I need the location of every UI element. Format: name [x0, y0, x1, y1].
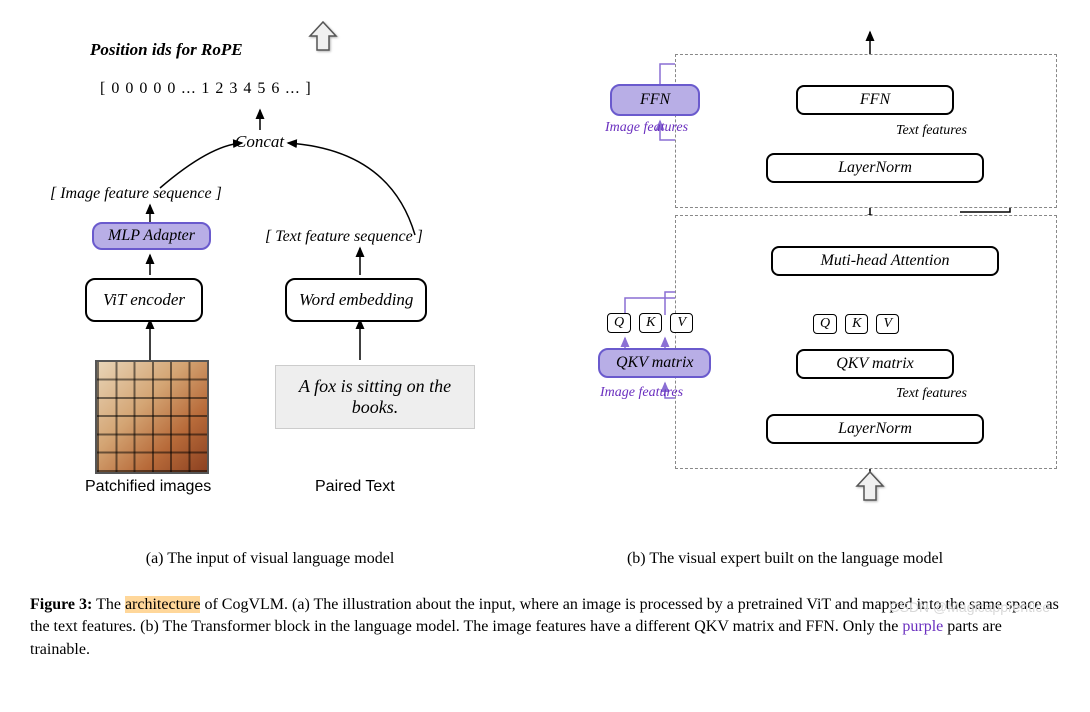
ffn-text-box: FFN — [796, 85, 954, 115]
figure-container: Position ids for RoPE [ 0 0 0 0 0 ... 1 … — [30, 20, 1060, 530]
ffn-image-label: FFN — [640, 91, 670, 108]
word-embedding-box: Word embedding — [285, 278, 427, 322]
paired-label: Paired Text — [315, 478, 395, 496]
mha-box: Muti-head Attention — [771, 246, 999, 276]
k-left: K — [639, 313, 662, 333]
patchified-label: Patchified images — [85, 478, 211, 496]
image-features-label-1: Image features — [605, 120, 688, 136]
panel-a: Position ids for RoPE [ 0 0 0 0 0 ... 1 … — [30, 20, 490, 530]
subcaption-row: (a) The input of visual language model (… — [30, 550, 1060, 568]
layernorm-2: LayerNorm — [766, 414, 984, 444]
v-right: V — [876, 314, 899, 334]
patchified-image — [95, 360, 209, 474]
panel-b: FFN Text features LayerNorm FFN Image fe… — [530, 20, 1060, 530]
q-left: Q — [607, 313, 631, 333]
text-features-label-2: Text features — [896, 386, 967, 402]
layernorm-1-text: LayerNorm — [838, 159, 912, 176]
v-left: V — [670, 313, 693, 333]
qkv-right-row: Q K V — [811, 314, 901, 334]
qkv-left-row: Q K V — [605, 313, 695, 333]
figure-label: Figure 3: — [30, 596, 92, 613]
ffn-text-label: FFN — [860, 91, 890, 108]
qkv-matrix-right: QKV matrix — [796, 349, 954, 379]
watermark: CSDN @Magicapprentice — [890, 598, 1051, 618]
word-embedding-text: Word embedding — [299, 290, 413, 309]
cap-t1: The — [92, 596, 125, 613]
text-seq-label: [ Text feature sequence ] — [265, 228, 423, 246]
mlp-adapter-text: MLP Adapter — [108, 227, 195, 244]
mlp-adapter-box: MLP Adapter — [92, 222, 211, 250]
panel-b-caption: (b) The visual expert built on the langu… — [520, 550, 1050, 568]
qkv-matrix-left-text: QKV matrix — [616, 354, 693, 371]
qkv-matrix-left: QKV matrix — [598, 348, 711, 378]
k-right: K — [845, 314, 868, 334]
up-arrow-icon — [308, 20, 338, 54]
cap-highlight: architecture — [125, 596, 201, 613]
text-features-label-1: Text features — [896, 123, 967, 139]
rope-label: Position ids for RoPE — [90, 40, 243, 60]
sample-text-block: A fox is sitting on the books. — [275, 365, 475, 429]
layernorm-2-text: LayerNorm — [838, 420, 912, 437]
concat-label: Concat — [235, 132, 284, 152]
position-ids: [ 0 0 0 0 0 ... 1 2 3 4 5 6 ... ] — [100, 80, 312, 98]
image-seq-label: [ Image feature sequence ] — [50, 185, 222, 203]
patch-grid — [97, 362, 207, 472]
image-features-label-2: Image features — [600, 385, 683, 401]
ffn-image-box: FFN — [610, 84, 700, 116]
vit-encoder-text: ViT encoder — [103, 290, 185, 309]
mha-text: Muti-head Attention — [820, 252, 949, 269]
cap-purple: purple — [902, 618, 943, 635]
panel-a-caption: (a) The input of visual language model — [40, 550, 500, 568]
qkv-matrix-right-text: QKV matrix — [836, 355, 913, 372]
upper-transformer-block: FFN Text features LayerNorm — [675, 54, 1057, 208]
lower-transformer-block: Muti-head Attention Q K V QKV matrix Tex… — [675, 215, 1057, 469]
layernorm-1: LayerNorm — [766, 153, 984, 183]
figure-caption: Figure 3: The architecture of CogVLM. (a… — [30, 594, 1060, 661]
vit-encoder-box: ViT encoder — [85, 278, 203, 322]
q-right: Q — [813, 314, 837, 334]
up-arrow-icon-bottom — [855, 470, 885, 504]
